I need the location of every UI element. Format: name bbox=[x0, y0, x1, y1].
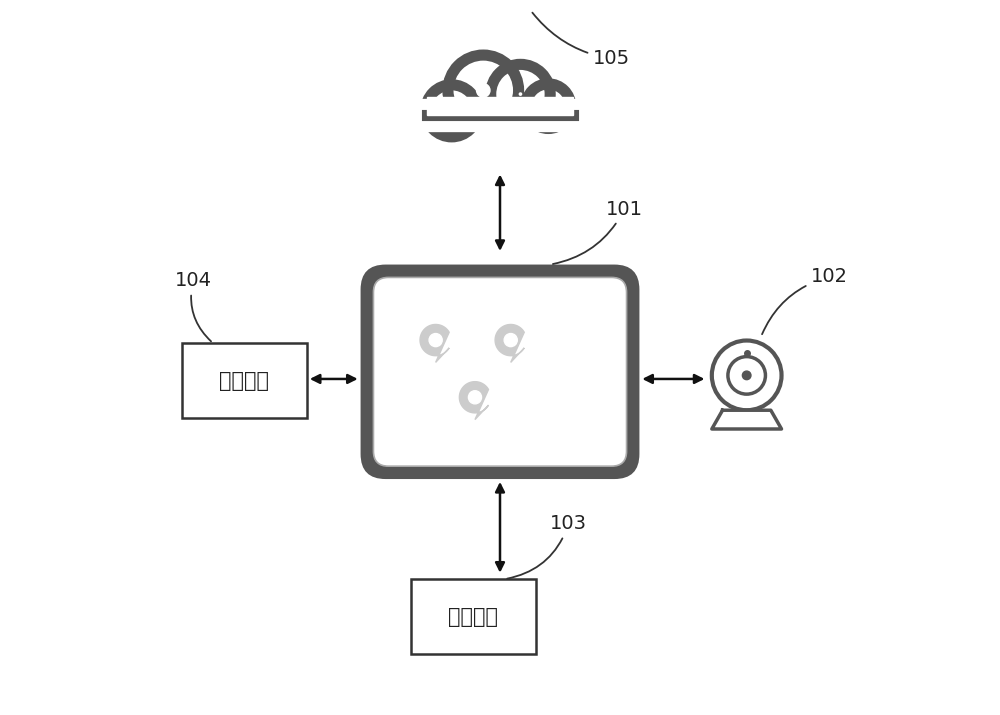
Circle shape bbox=[542, 100, 555, 112]
Circle shape bbox=[426, 85, 478, 137]
Circle shape bbox=[504, 333, 517, 347]
Bar bbox=[411, 579, 536, 654]
Bar bbox=[424, 92, 576, 125]
Text: 103: 103 bbox=[507, 514, 587, 578]
Circle shape bbox=[468, 390, 482, 404]
Text: 105: 105 bbox=[532, 13, 630, 69]
Circle shape bbox=[491, 64, 550, 124]
Circle shape bbox=[448, 55, 519, 126]
FancyBboxPatch shape bbox=[373, 277, 627, 466]
Circle shape bbox=[449, 108, 454, 114]
Bar bbox=[427, 97, 573, 116]
Polygon shape bbox=[459, 382, 488, 420]
Circle shape bbox=[477, 84, 490, 97]
Polygon shape bbox=[495, 325, 524, 363]
Polygon shape bbox=[420, 325, 449, 363]
Text: 102: 102 bbox=[762, 267, 848, 334]
Circle shape bbox=[526, 84, 571, 129]
Circle shape bbox=[429, 333, 442, 347]
Text: 104: 104 bbox=[175, 271, 212, 341]
Polygon shape bbox=[712, 410, 782, 429]
Text: 101: 101 bbox=[553, 199, 643, 264]
Circle shape bbox=[742, 371, 751, 380]
Bar bbox=[182, 343, 307, 418]
Text: 定位模块: 定位模块 bbox=[448, 607, 498, 626]
FancyBboxPatch shape bbox=[361, 265, 639, 479]
Text: 传感设备: 传感设备 bbox=[219, 371, 269, 390]
Circle shape bbox=[519, 93, 522, 95]
